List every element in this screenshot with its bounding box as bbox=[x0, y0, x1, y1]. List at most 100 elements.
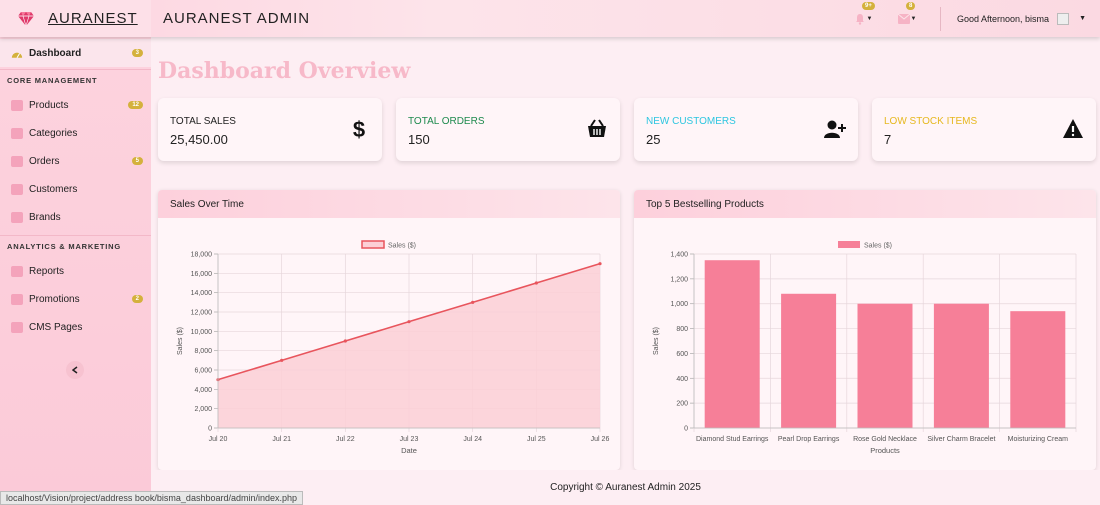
sidebar-item-orders[interactable]: Orders 5 bbox=[0, 147, 151, 175]
bar[interactable] bbox=[857, 303, 913, 428]
page-title: Dashboard Overview bbox=[158, 58, 411, 84]
admin-title: AURANEST ADMIN bbox=[163, 10, 311, 27]
sidebar-badge: 12 bbox=[128, 101, 143, 109]
sidebar-item-label: Customers bbox=[29, 183, 78, 195]
bell-icon bbox=[855, 13, 864, 25]
sidebar-item-label: Categories bbox=[29, 127, 78, 139]
x-tick-label: Silver Charm Bracelet bbox=[927, 436, 995, 443]
card-value: 7 bbox=[884, 132, 892, 147]
brand[interactable]: AURANEST bbox=[0, 0, 151, 37]
y-tick-label: 600 bbox=[676, 351, 688, 358]
sidebar-item-label: Promotions bbox=[29, 293, 80, 305]
sidebar: Dashboard 3 CORE MANAGEMENT Products 12 Ca… bbox=[0, 37, 151, 505]
copyright-icon bbox=[11, 211, 23, 223]
basket-icon bbox=[588, 119, 606, 137]
card-label: LOW STOCK ITEMS bbox=[884, 116, 978, 127]
y-tick-label: 0 bbox=[684, 426, 688, 433]
notifications-button[interactable]: 9+ ▼ bbox=[852, 1, 875, 28]
bar[interactable] bbox=[781, 293, 837, 428]
sales-over-time-panel: Sales Over Time Sales ($) 0 2,000 4,000 6,00… bbox=[158, 190, 620, 470]
svg-text:$: $ bbox=[353, 118, 365, 140]
sidebar-item-reports[interactable]: Reports bbox=[0, 257, 151, 285]
panel-title: Sales Over Time bbox=[158, 190, 620, 218]
sidebar-item-customers[interactable]: Customers bbox=[0, 175, 151, 203]
bar[interactable] bbox=[704, 260, 760, 428]
data-point[interactable] bbox=[280, 358, 284, 362]
area-fill bbox=[218, 263, 600, 428]
main-content: Dashboard Overview TOTAL SALES 25,450.00… bbox=[151, 37, 1100, 505]
y-tick-label: 400 bbox=[676, 376, 688, 383]
brand-name[interactable]: AURANEST bbox=[48, 10, 138, 27]
y-axis-label: Sales ($) bbox=[653, 327, 660, 355]
copyright-text: Copyright © Auranest Admin 2025 bbox=[550, 482, 701, 493]
data-point[interactable] bbox=[407, 320, 411, 324]
y-tick-label: 18,000 bbox=[191, 252, 213, 259]
notifications-badge: 9+ bbox=[862, 1, 875, 10]
chart-icon bbox=[11, 265, 23, 277]
sidebar-item-cms-pages[interactable]: CMS Pages bbox=[0, 313, 151, 341]
sidebar-item-label: CMS Pages bbox=[29, 321, 83, 333]
sidebar-item-brands[interactable]: Brands bbox=[0, 203, 151, 231]
user-menu-caret-icon[interactable]: ▼ bbox=[1079, 15, 1086, 22]
data-point[interactable] bbox=[471, 300, 475, 304]
users-icon bbox=[11, 183, 23, 195]
data-point[interactable] bbox=[534, 281, 538, 285]
y-tick-label: 6,000 bbox=[194, 368, 212, 375]
stat-card-low-stock: LOW STOCK ITEMS 7 bbox=[872, 98, 1096, 161]
sidebar-item-products[interactable]: Products 12 bbox=[0, 91, 151, 119]
y-tick-label: 0 bbox=[208, 426, 212, 433]
stat-card-total-sales: TOTAL SALES 25,450.00 $ bbox=[158, 98, 382, 161]
sitemap-icon bbox=[11, 127, 23, 139]
x-tick-label: Jul 21 bbox=[272, 436, 291, 443]
data-point[interactable] bbox=[598, 262, 602, 266]
top-right-controls: 9+ ▼ 8 ▼ Good Afternoon, bisma ▼ bbox=[852, 0, 1100, 37]
footer: Copyright © Auranest Admin 2025 bbox=[151, 470, 1100, 505]
sales-line-chart: Sales ($) 0 2,000 4,000 6,000 8,000 10,000 12,0… bbox=[177, 240, 610, 455]
messages-button[interactable]: 8 ▼ bbox=[896, 1, 918, 28]
messages-badge: 8 bbox=[906, 1, 916, 10]
bar[interactable] bbox=[933, 303, 989, 428]
chevron-left-icon bbox=[72, 366, 78, 374]
bar[interactable] bbox=[1010, 311, 1066, 428]
user-greeting[interactable]: Good Afternoon, bisma bbox=[957, 13, 1050, 24]
x-tick-label: Jul 26 bbox=[591, 436, 610, 443]
sidebar-item-dashboard[interactable]: Dashboard 3 bbox=[0, 39, 151, 67]
x-tick-label: Jul 20 bbox=[209, 436, 228, 443]
cart-icon bbox=[11, 155, 23, 167]
user-plus-icon bbox=[824, 120, 846, 138]
x-tick-label: Jul 24 bbox=[463, 436, 482, 443]
card-value: 25,450.00 bbox=[170, 132, 228, 147]
x-tick-label: Rose Gold Necklace bbox=[853, 436, 917, 443]
sidebar-item-label: Brands bbox=[29, 211, 61, 223]
x-tick-label: Jul 25 bbox=[527, 436, 546, 443]
status-bar-url: localhost/Vision/project/address book/bi… bbox=[0, 491, 304, 505]
sidebar-item-label: Products bbox=[29, 99, 69, 111]
sidebar-item-label: Reports bbox=[29, 265, 65, 277]
sidebar-item-categories[interactable]: Categories bbox=[0, 119, 151, 147]
sidebar-item-promotions[interactable]: Promotions 2 bbox=[0, 285, 151, 313]
y-tick-label: 12,000 bbox=[191, 310, 213, 317]
y-tick-label: 14,000 bbox=[191, 290, 213, 297]
dollar-icon: $ bbox=[353, 118, 365, 140]
avatar[interactable] bbox=[1057, 12, 1070, 25]
chart-legend[interactable]: Sales ($) bbox=[838, 241, 892, 250]
y-tick-label: 800 bbox=[676, 326, 688, 333]
legend-label: Sales ($) bbox=[864, 243, 892, 250]
chart-legend[interactable]: Sales ($) bbox=[361, 240, 416, 250]
data-point[interactable] bbox=[343, 339, 347, 343]
card-value: 150 bbox=[408, 132, 430, 147]
y-tick-label: 2,000 bbox=[194, 406, 212, 413]
y-tick-label: 8,000 bbox=[194, 348, 212, 355]
card-label: TOTAL ORDERS bbox=[408, 116, 485, 127]
percent-icon bbox=[11, 293, 23, 305]
sidebar-heading-analytics: ANALYTICS & MARKETING bbox=[0, 235, 151, 257]
envelope-icon bbox=[897, 13, 910, 24]
x-tick-label: Diamond Stud Earrings bbox=[696, 436, 769, 443]
legend-label: Sales ($) bbox=[388, 243, 416, 250]
y-axis-label: Sales ($) bbox=[177, 327, 184, 355]
gem-icon bbox=[18, 11, 34, 26]
sidebar-collapse-button[interactable] bbox=[66, 361, 84, 379]
x-axis-label: Products bbox=[870, 446, 900, 455]
top-products-panel: Top 5 Bestselling Products Sales ($) 0 200… bbox=[634, 190, 1096, 470]
sidebar-badge: 2 bbox=[131, 295, 143, 303]
